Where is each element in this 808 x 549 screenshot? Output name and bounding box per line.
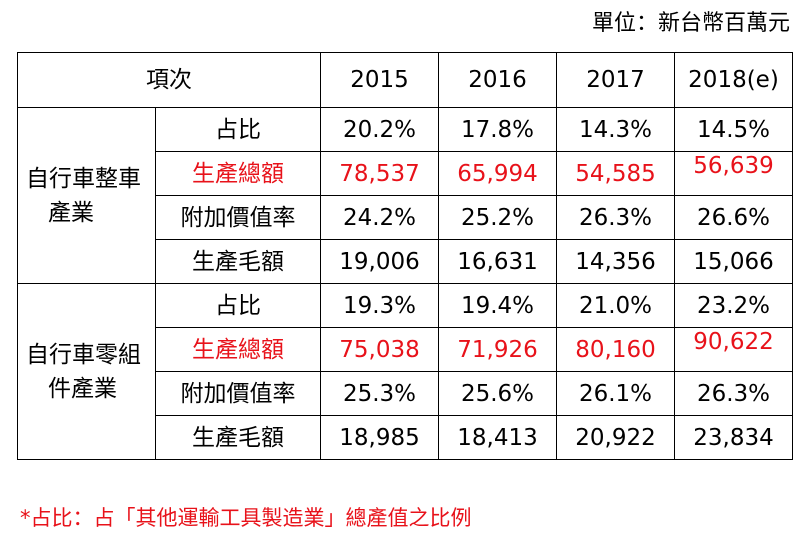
table-row: 附加價值率 24.2% 25.2% 26.3% 26.6% (18, 195, 793, 240)
metric-label: 附加價值率 (155, 195, 321, 240)
metric-label: 占比 (155, 107, 321, 152)
value-cell: 25.3% (320, 371, 439, 416)
table-row: 生產毛額 18,985 18,413 20,922 23,834 (18, 415, 793, 460)
value-cell: 19,006 (320, 239, 439, 284)
year-header: 2018(e) (674, 52, 793, 108)
value-cell: 15,066 (674, 239, 793, 284)
year-header: 2017 (556, 52, 675, 108)
value-cell: 21.0% (556, 283, 675, 328)
header-row: 項次 2015 2016 2017 2018(e) (17, 52, 793, 108)
value-cell: 14,356 (556, 239, 675, 284)
value-cell: 78,537 (320, 151, 439, 196)
item-header: 項次 (17, 52, 321, 108)
group-label-line: 自行車整車 (26, 165, 141, 192)
footnote: *占比：占「其他運輸工具製造業」總產值之比例 (20, 506, 472, 530)
value-cell: 14.5% (674, 107, 793, 152)
value-cell: 25.2% (438, 195, 557, 240)
value-cell: 16,631 (438, 239, 557, 284)
value-cell: 23,834 (674, 415, 793, 460)
value-cell: 71,926 (438, 327, 557, 372)
value-cell: 65,994 (438, 151, 557, 196)
value-cell: 26.3% (674, 371, 793, 416)
group-label-line: 產業 (48, 199, 94, 226)
value-cell: 90,622 (674, 327, 793, 372)
table-row: 生產毛額 19,006 16,631 14,356 15,066 (18, 239, 793, 284)
group-label-line: 件產業 (48, 375, 117, 402)
industry-group-label: 自行車整車產業 (17, 107, 156, 284)
group-label-line: 自行車零組 (26, 341, 141, 368)
table-row: 自行車零組 件產業 占比 19.3% 19.4% 21.0% 23.2% (17, 283, 793, 460)
value-cell: 56,639 (674, 151, 793, 196)
production-table: 項次 2015 2016 2017 2018(e) 自行車整車 產業 占比 20.2%… (17, 52, 793, 460)
table-row: 附加價值率 25.3% 25.6% 26.1% 26.3% (18, 371, 793, 416)
value-cell: 19.4% (438, 283, 557, 328)
value-cell: 25.6% (438, 371, 557, 416)
metric-label: 生產毛額 (155, 415, 321, 460)
value-cell: 17.8% (438, 107, 557, 152)
value-cell: 19.3% (320, 283, 439, 328)
metric-label: 生產毛額 (155, 239, 321, 284)
value-cell: 14.3% (556, 107, 675, 152)
year-header: 2015 (320, 52, 439, 108)
value-cell: 23.2% (674, 283, 793, 328)
value-cell: 20.2% (320, 107, 439, 152)
value-cell: 18,413 (438, 415, 557, 460)
industry-group-label: 自行車零組 件產業 (17, 283, 156, 460)
value-cell: 20,922 (556, 415, 675, 460)
metric-label: 生產總額 (155, 151, 321, 196)
value-cell: 26.3% (556, 195, 675, 240)
table-row: 生產總額 75,038 71,926 80,160 90,622 (18, 327, 793, 372)
value-cell: 26.1% (556, 371, 675, 416)
value-cell: 80,160 (556, 327, 675, 372)
value-cell: 26.6% (674, 195, 793, 240)
metric-label: 生產總額 (155, 327, 321, 372)
year-header: 2016 (438, 52, 557, 108)
metric-label: 附加價值率 (155, 371, 321, 416)
value-cell: 24.2% (320, 195, 439, 240)
unit-note: 單位：新台幣百萬元 (591, 11, 790, 36)
table-row: 自行車整車 產業 占比 20.2% 17.8% 14.3% 14.5% (17, 107, 793, 284)
value-cell: 54,585 (556, 151, 675, 196)
value-cell: 75,038 (320, 327, 439, 372)
metric-label: 占比 (155, 283, 321, 328)
value-cell: 18,985 (320, 415, 439, 460)
